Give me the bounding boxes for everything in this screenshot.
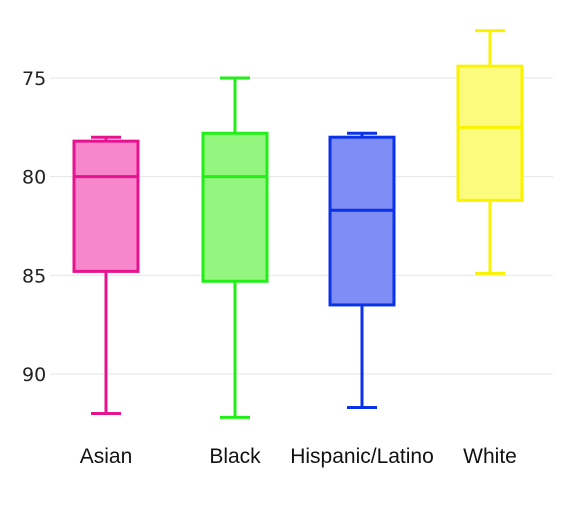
category-label: Hispanic/Latino — [290, 445, 434, 468]
y-tick-label: 80 — [22, 167, 46, 189]
box-body — [456, 64, 524, 202]
category-labels: Asian Black Hispanic/Latino White — [80, 445, 517, 468]
box-black[interactable] — [201, 76, 269, 419]
box-body — [72, 139, 140, 273]
category-label: White — [463, 445, 517, 468]
y-tick-label: 85 — [22, 265, 46, 287]
box-hispanic-latino[interactable] — [328, 131, 396, 410]
y-tick-label: 75 — [22, 68, 46, 90]
y-tick-label: 90 — [22, 364, 46, 386]
box-asian[interactable] — [72, 135, 140, 415]
box-white[interactable] — [456, 29, 524, 275]
boxes-layer — [72, 29, 524, 419]
y-axis-ticks: 75 80 85 90 — [22, 68, 46, 386]
category-label: Asian — [80, 445, 133, 468]
box-body — [201, 131, 269, 283]
category-label: Black — [209, 445, 261, 468]
box-body — [328, 135, 396, 307]
